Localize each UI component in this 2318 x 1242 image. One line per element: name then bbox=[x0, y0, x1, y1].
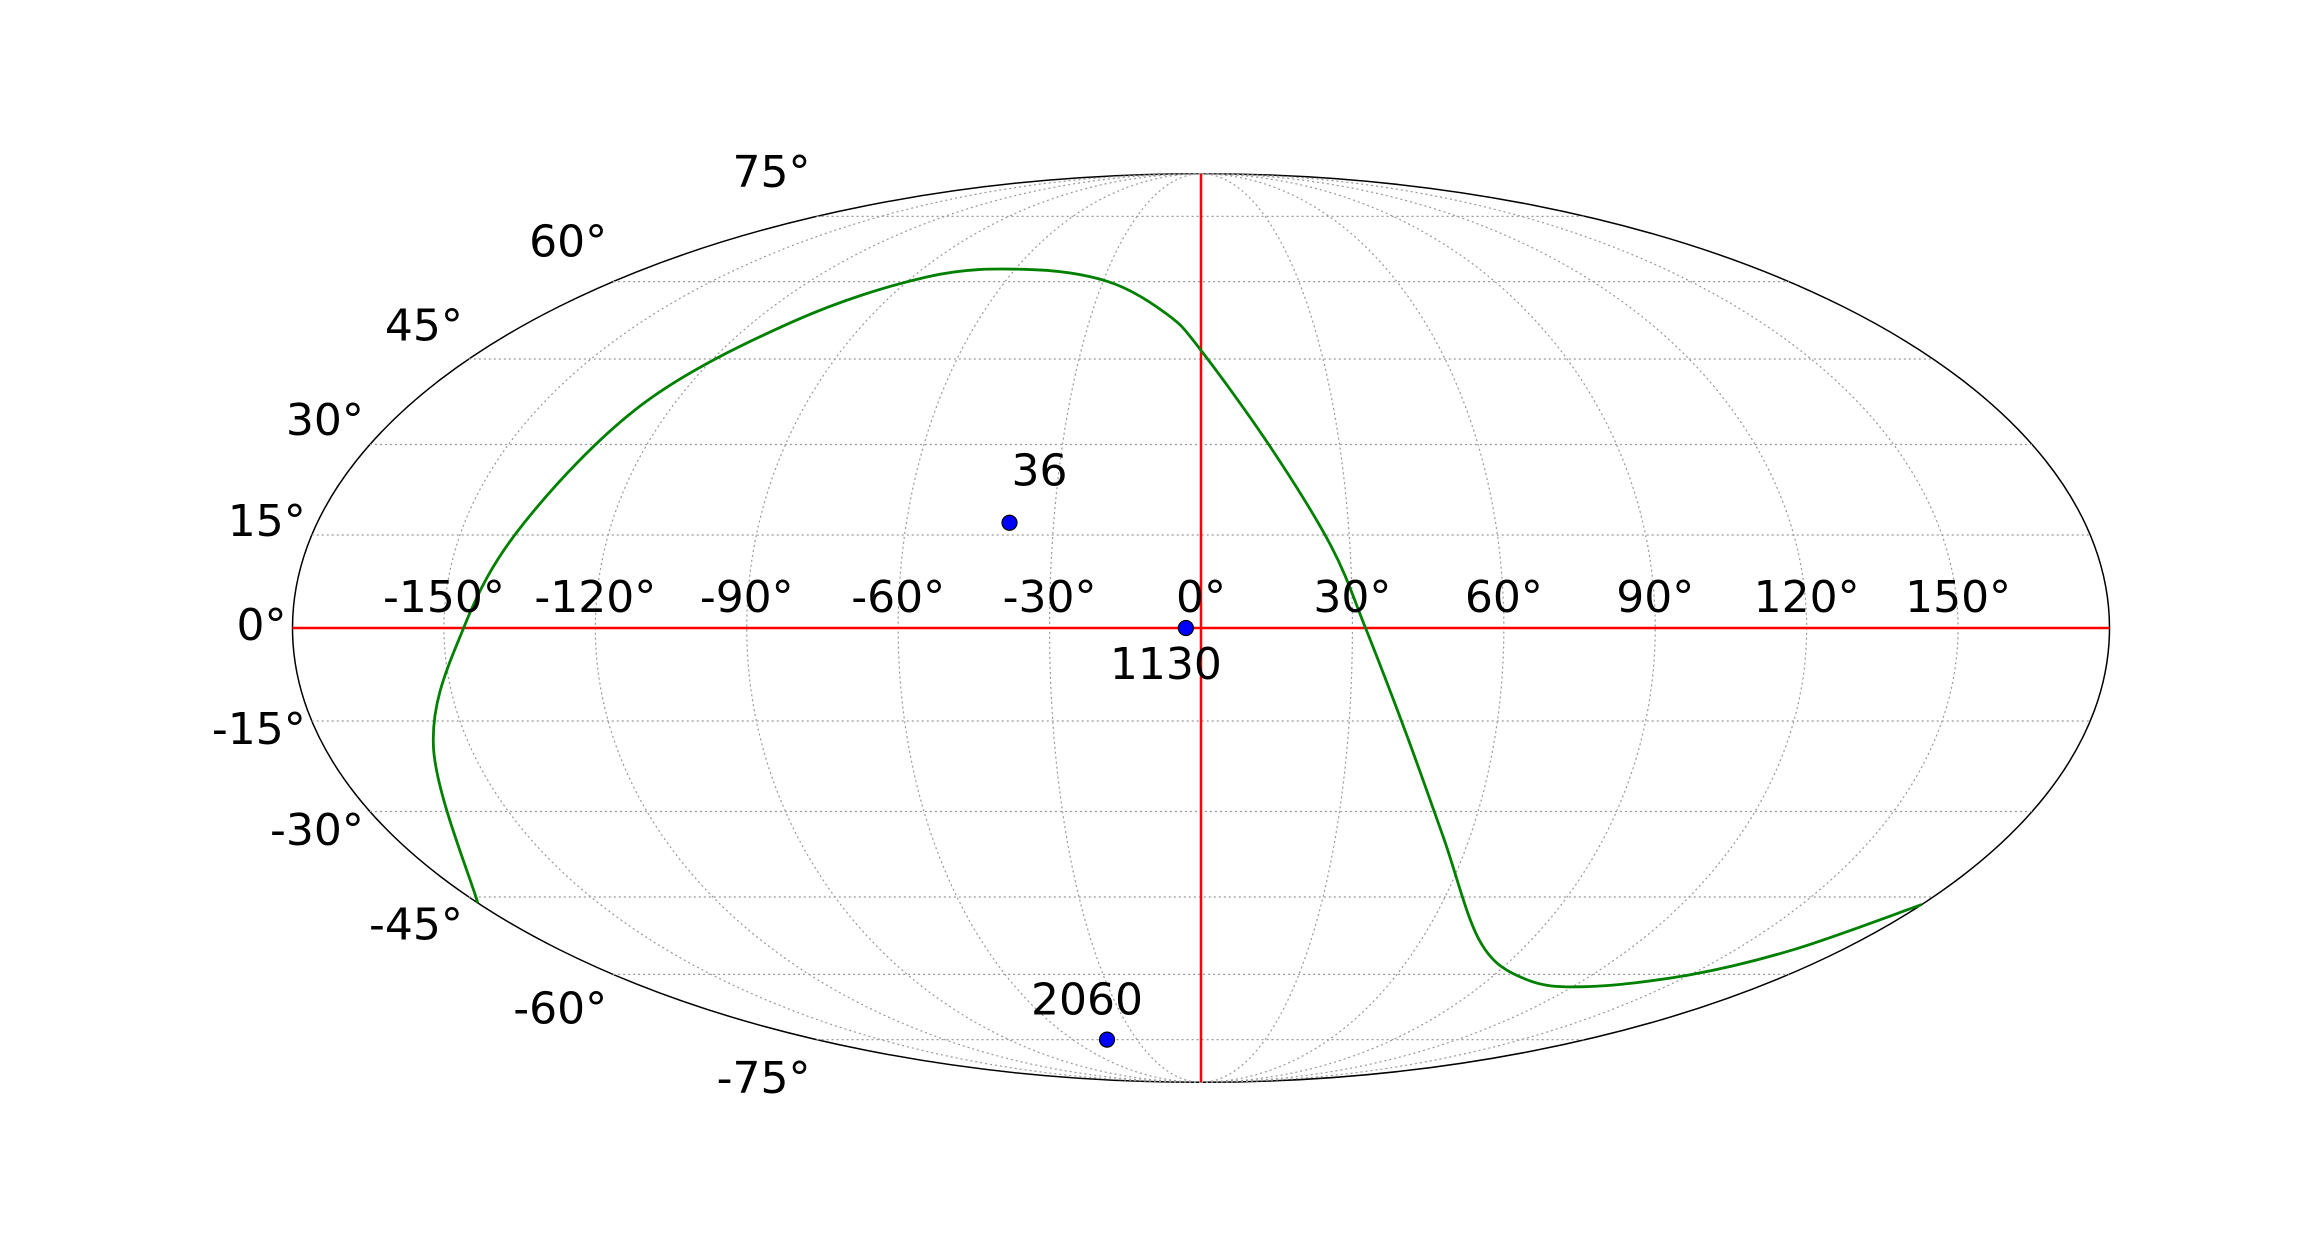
y-tick-label: 0° bbox=[237, 600, 287, 651]
point bbox=[1001, 514, 1018, 531]
point-label: 2060 bbox=[1031, 975, 1143, 1026]
point-label: 36 bbox=[1012, 446, 1068, 497]
point bbox=[1177, 619, 1194, 637]
x-tick-label: -60° bbox=[851, 572, 945, 623]
y-tick-label: 75° bbox=[733, 147, 811, 198]
y-tick-label: -15° bbox=[212, 704, 306, 755]
x-tick-label: -120° bbox=[534, 572, 656, 623]
x-tick-label: 120° bbox=[1754, 572, 1860, 623]
y-tick-label: -75° bbox=[717, 1053, 811, 1104]
x-tick-label: -150° bbox=[383, 572, 505, 623]
point bbox=[1098, 1031, 1116, 1048]
y-tick-label: 60° bbox=[529, 216, 607, 267]
x-tick-label: 0° bbox=[1176, 572, 1226, 623]
x-tick-label: -30° bbox=[1003, 572, 1097, 623]
point-label: 1130 bbox=[1110, 639, 1222, 690]
x-tick-label: -90° bbox=[700, 572, 794, 623]
x-tick-label: 60° bbox=[1465, 572, 1543, 623]
y-tick-label: -30° bbox=[270, 805, 364, 856]
y-tick-label: -60° bbox=[513, 984, 607, 1035]
y-tick-label: 15° bbox=[228, 496, 306, 547]
x-tick-label: 30° bbox=[1313, 572, 1391, 623]
y-tick-label: 30° bbox=[286, 395, 364, 446]
x-tick-label: 90° bbox=[1616, 572, 1694, 623]
y-tick-label: 45° bbox=[385, 301, 463, 352]
y-tick-label: -45° bbox=[369, 899, 463, 950]
x-tick-label: 150° bbox=[1905, 572, 2011, 623]
curve-line bbox=[431, 267, 1923, 989]
